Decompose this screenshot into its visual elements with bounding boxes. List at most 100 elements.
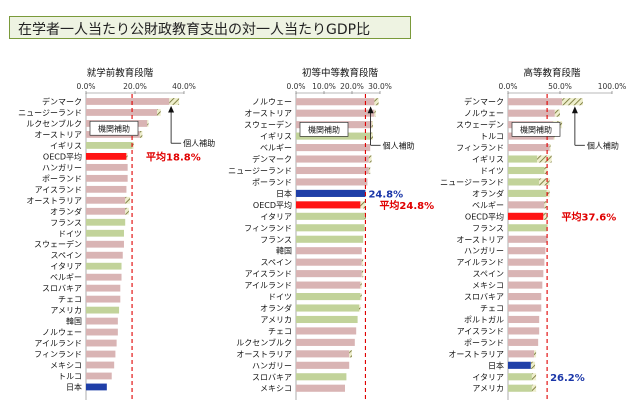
bar-institutional (508, 109, 555, 117)
category-label: ポーランド (252, 178, 292, 187)
category-label: フィンランド (244, 224, 292, 233)
bar-institutional (508, 327, 540, 335)
bar-institutional (86, 98, 170, 105)
category-label: イタリア (260, 212, 292, 221)
bar-individual (531, 373, 537, 381)
category-label: メキシコ (260, 384, 292, 393)
bar-institutional (296, 258, 362, 266)
bar-institutional (508, 270, 544, 278)
bar-institutional (86, 328, 118, 336)
institutional-note-box (299, 122, 349, 137)
bar-institutional (508, 178, 540, 186)
bar-institutional (296, 350, 350, 358)
category-label: ポルトガル (464, 314, 504, 324)
bar-individual (543, 212, 548, 220)
institutional-note: 機関補助 (98, 123, 130, 133)
category-label: 日本 (66, 382, 82, 392)
bar-institutional (296, 178, 368, 186)
bar-institutional (86, 240, 124, 248)
category-label: ドイツ (480, 166, 504, 175)
category-label: フィンランド (456, 144, 504, 153)
bar-institutional (86, 185, 127, 193)
bar-institutional (296, 292, 361, 301)
category-label: スペイン (473, 270, 504, 279)
bar-individual (169, 98, 180, 105)
bar-individual (139, 131, 143, 138)
category-label: OECD平均 (465, 211, 504, 221)
category-label: 日本 (488, 360, 504, 370)
bar-individual (374, 109, 376, 117)
category-label: イギリス (472, 155, 504, 164)
category-label: アイスランド (245, 270, 292, 279)
institutional-note: 機関補助 (308, 124, 340, 134)
x-tick-label: 20.0% (340, 82, 364, 91)
category-label: ノルウェー (464, 109, 504, 118)
category-label: スペイン (51, 251, 82, 260)
x-tick-label: 0.0% (76, 82, 95, 91)
bar-individual (534, 350, 537, 358)
bar-institutional (508, 258, 545, 266)
category-label: フランス (472, 224, 504, 233)
bar-institutional (508, 212, 544, 220)
bar-individual (360, 201, 366, 209)
average-label: 平均24.8% (379, 199, 434, 212)
category-label: オランダ (260, 303, 292, 313)
bar-individual (368, 166, 371, 175)
bar-institutional (296, 327, 357, 335)
panel-2: 初等中等教育段階 0.0% 10.0% 20.0% 30.0% ノルウェーオーストリアスウ… (228, 67, 434, 400)
bar-individual (349, 350, 352, 358)
bar-institutional (508, 166, 545, 175)
bar-individual (125, 196, 131, 204)
category-label: ニュージーランド (18, 108, 82, 117)
bar-individual (530, 361, 536, 369)
category-label: アメリカ (50, 306, 82, 315)
x-tick-label: 0.0% (286, 82, 305, 91)
bar-individual (544, 201, 547, 209)
average-label: 平均18.8% (146, 150, 201, 163)
category-label: オーストリア (456, 235, 504, 244)
x-tick-label: 10.0% (312, 82, 336, 91)
x-tick-label: 20.0% (123, 82, 147, 91)
panel-title: 高等教育段階 (523, 67, 581, 79)
category-label: イギリス (260, 132, 292, 141)
category-label: ルクセンブルク (236, 337, 292, 347)
bar-institutional (86, 383, 107, 391)
bar-individual (374, 98, 379, 106)
japan-value-label: 26.2% (550, 373, 585, 384)
category-label: フィンランド (34, 350, 82, 359)
category-label: アイルランド (456, 258, 504, 267)
bar-individual (371, 121, 373, 129)
bar-institutional (86, 196, 126, 204)
category-label: チェコ (268, 327, 292, 336)
category-label: オーストラリア (236, 350, 292, 359)
bar-individual (544, 166, 548, 175)
individual-note: 個人補助 (383, 140, 415, 150)
bar-institutional (296, 155, 369, 163)
bar-institutional (86, 284, 121, 292)
bar-institutional (296, 281, 361, 289)
category-label: メキシコ (50, 361, 82, 370)
category-label: アメリカ (260, 315, 292, 324)
x-tick-label: 40.0% (172, 82, 196, 91)
bar-individual (361, 258, 364, 266)
bar-individual (549, 144, 551, 152)
bar-institutional (296, 201, 361, 209)
category-label: OECD平均 (253, 200, 292, 210)
bar-individual (360, 281, 362, 289)
bar-institutional (86, 152, 127, 160)
bar-institutional (508, 235, 548, 243)
bar-institutional (296, 109, 375, 117)
individual-arrow-head (571, 106, 578, 114)
panel-3: 高等教育段階 0.0% 50.0% 100.0% デンマークノルウェースウェーデントルコ… (440, 67, 626, 400)
category-label: デンマーク (464, 97, 504, 107)
category-label: トルコ (58, 372, 82, 381)
bar-institutional (86, 317, 118, 325)
bar-institutional (86, 218, 126, 226)
bar-individual (539, 178, 550, 186)
x-tick-label: 100.0% (598, 82, 627, 91)
category-label: ハンガリー (42, 162, 82, 172)
bar-institutional (296, 384, 345, 392)
bar-institutional (86, 251, 123, 259)
category-label: デンマーク (42, 96, 82, 106)
bar-individual (531, 384, 537, 392)
